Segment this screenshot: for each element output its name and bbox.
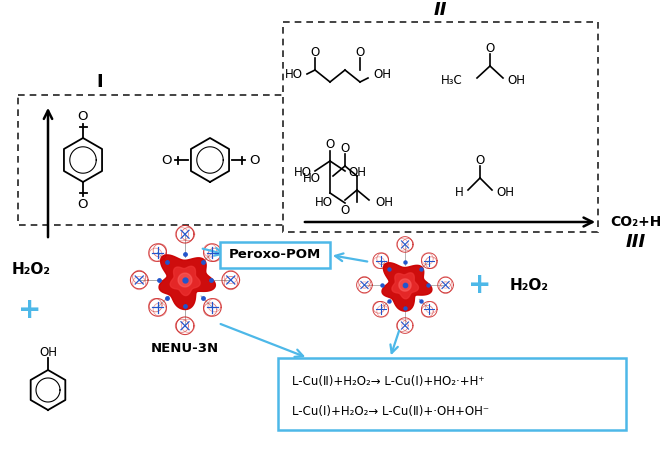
- Text: H₃C: H₃C: [442, 74, 463, 86]
- Text: OH: OH: [375, 196, 393, 208]
- Polygon shape: [178, 273, 192, 287]
- Text: O: O: [485, 42, 494, 54]
- Text: +: +: [469, 271, 492, 299]
- Bar: [278, 358, 626, 430]
- Text: OH: OH: [373, 68, 391, 80]
- Text: O: O: [341, 203, 350, 217]
- Text: H₂O₂: H₂O₂: [12, 262, 51, 277]
- Text: O: O: [78, 110, 88, 122]
- Text: II: II: [433, 1, 447, 19]
- Polygon shape: [170, 266, 200, 296]
- Polygon shape: [399, 279, 411, 291]
- Bar: [283, 22, 598, 232]
- Text: HO: HO: [285, 68, 303, 80]
- Text: OH: OH: [39, 345, 57, 358]
- Text: CO₂+H₂O: CO₂+H₂O: [610, 215, 660, 229]
- Text: O: O: [161, 154, 171, 166]
- Text: OH: OH: [348, 166, 366, 180]
- Text: NENU-3N: NENU-3N: [151, 341, 219, 355]
- Text: III: III: [626, 233, 646, 251]
- Text: L-Cu(Ⅰ)+H₂O₂→ L-Cu(Ⅱ)+·OH+OH⁻: L-Cu(Ⅰ)+H₂O₂→ L-Cu(Ⅱ)+·OH+OH⁻: [292, 405, 489, 419]
- Text: I: I: [96, 73, 104, 91]
- Text: O: O: [249, 154, 259, 166]
- Text: O: O: [325, 138, 335, 152]
- Polygon shape: [159, 255, 215, 309]
- Polygon shape: [392, 273, 418, 299]
- Text: O: O: [310, 46, 319, 58]
- Text: Peroxo-POM: Peroxo-POM: [229, 249, 321, 261]
- Text: HO: HO: [294, 166, 312, 180]
- Text: O: O: [78, 197, 88, 211]
- Text: HO: HO: [315, 196, 333, 208]
- Text: H₂O₂: H₂O₂: [510, 277, 549, 292]
- Text: +: +: [18, 296, 42, 324]
- Text: OH: OH: [507, 74, 525, 86]
- Text: OH: OH: [496, 186, 514, 198]
- Text: HO: HO: [303, 171, 321, 185]
- Text: O: O: [341, 142, 350, 154]
- Bar: [220, 242, 330, 268]
- Text: L-Cu(Ⅱ)+H₂O₂→ L-Cu(Ⅰ)+HO₂·+H⁺: L-Cu(Ⅱ)+H₂O₂→ L-Cu(Ⅰ)+HO₂·+H⁺: [292, 376, 484, 388]
- Polygon shape: [382, 263, 432, 311]
- Text: O: O: [355, 46, 364, 58]
- Text: O: O: [475, 154, 484, 166]
- Text: H: H: [455, 186, 464, 198]
- Bar: [18, 95, 301, 225]
